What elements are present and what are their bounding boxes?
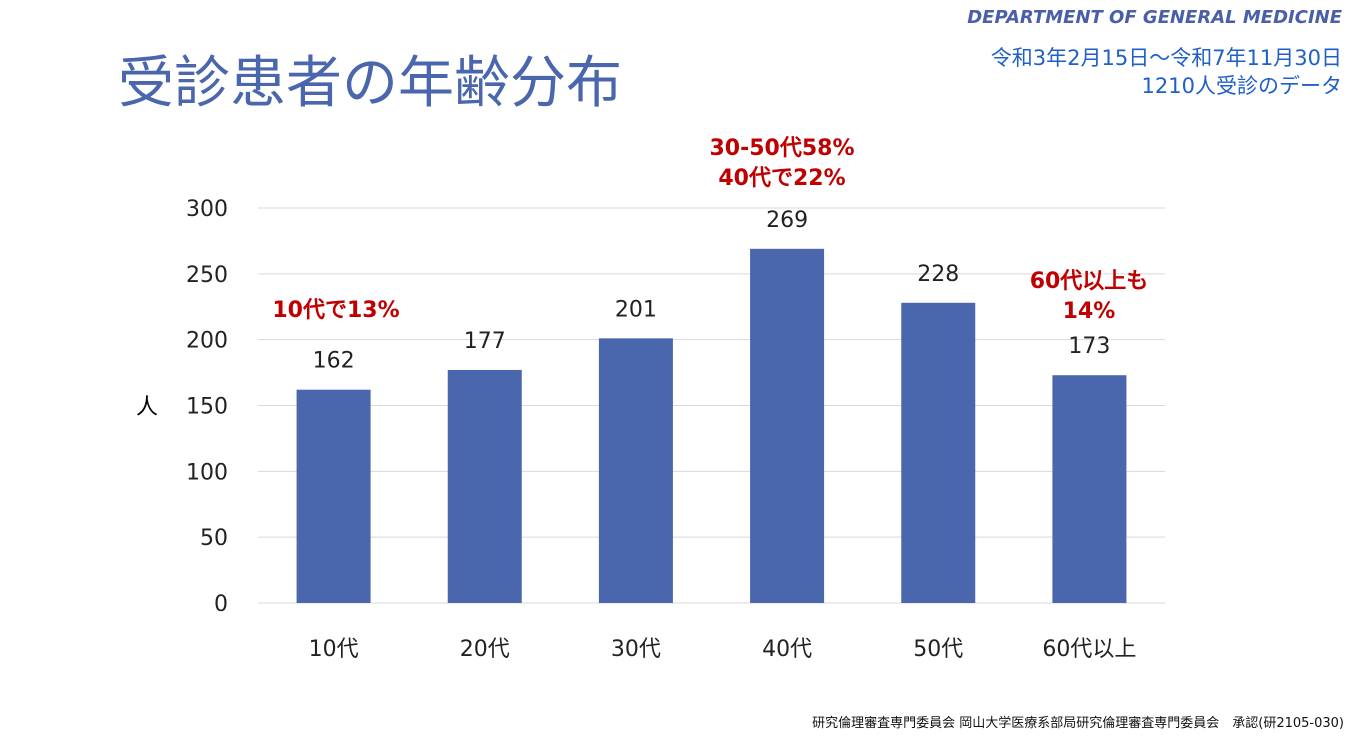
x-tick-label: 10代: [309, 637, 359, 662]
bar: [296, 389, 371, 603]
y-tick-label: 150: [186, 395, 228, 420]
data-period: 令和3年2月15日～令和7年11月30日 1210人受診のデータ: [991, 44, 1342, 100]
y-tick-label: 200: [186, 329, 228, 354]
annotation-teens: 10代で13%: [272, 298, 400, 323]
x-tick-label: 50代: [913, 637, 963, 662]
x-tick-label: 40代: [762, 637, 812, 662]
data-label: 162: [313, 349, 355, 374]
ethics-approval-footer: 研究倫理審査専門委員会 岡山大学医療系部局研究倫理審査専門委員会 承認(研210…: [812, 716, 1344, 731]
annotation-senior-line2: 14%: [1062, 299, 1116, 324]
count-note: 1210人受診のデータ: [1141, 74, 1342, 98]
page-title: 受診患者の年齢分布: [118, 51, 622, 116]
bar: [901, 302, 976, 603]
y-tick-label: 300: [186, 197, 228, 222]
data-label: 269: [766, 208, 808, 233]
annotation-middle-line2: 40代で22%: [718, 166, 846, 191]
annotation-senior: 60代以上も 14%: [1030, 267, 1149, 327]
bar: [598, 338, 673, 603]
bar: [750, 248, 825, 604]
bar: [447, 369, 522, 603]
data-label: 177: [464, 329, 506, 354]
bar: [1052, 375, 1127, 603]
department-name: DEPARTMENT OF GENERAL MEDICINE: [967, 7, 1342, 28]
period-text: 令和3年2月15日～令和7年11月30日: [990, 46, 1342, 70]
y-tick-label: 100: [186, 460, 228, 485]
y-tick-label: 0: [214, 592, 228, 617]
y-tick-label: 50: [200, 526, 228, 551]
y-axis-label: 人: [136, 395, 158, 420]
annotation-middle: 30-50代58% 40代で22%: [709, 134, 854, 194]
data-label: 228: [917, 262, 959, 287]
annotation-senior-line1: 60代以上も: [1029, 269, 1149, 294]
x-tick-label: 60代以上: [1042, 637, 1136, 662]
data-label: 173: [1068, 334, 1110, 359]
data-label: 201: [615, 297, 657, 322]
y-tick-label: 250: [186, 263, 228, 288]
x-tick-label: 20代: [460, 637, 510, 662]
x-tick-label: 30代: [611, 637, 661, 662]
annotation-middle-line1: 30-50代58%: [709, 136, 855, 161]
